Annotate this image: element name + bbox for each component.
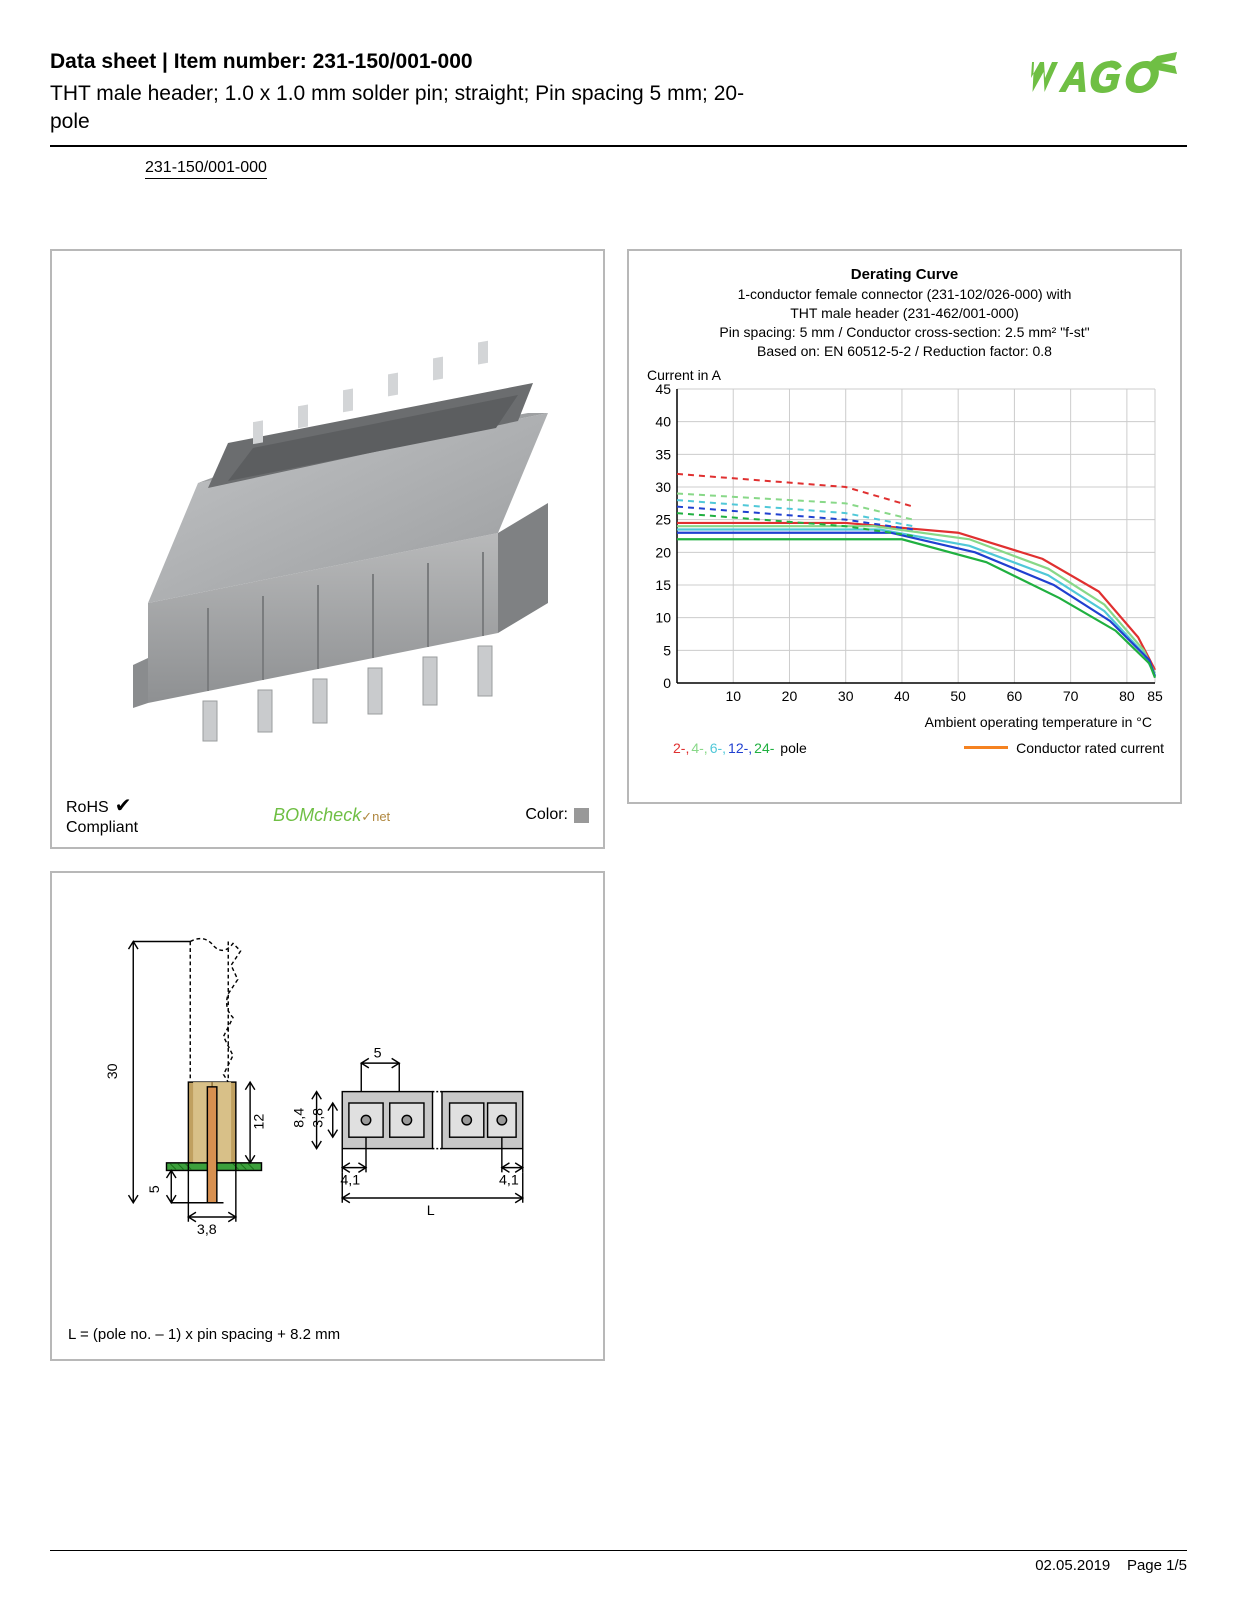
svg-text:85: 85 bbox=[1147, 688, 1163, 704]
part-number-link[interactable]: 231-150/001-000 bbox=[145, 159, 267, 179]
svg-text:5: 5 bbox=[373, 1046, 381, 1062]
svg-text:25: 25 bbox=[655, 511, 671, 527]
bomcheck-label: BOMcheck✓net bbox=[273, 805, 390, 826]
color-swatch bbox=[574, 808, 589, 823]
svg-text:35: 35 bbox=[655, 446, 671, 462]
svg-text:4,1: 4,1 bbox=[499, 1173, 519, 1189]
svg-text:40: 40 bbox=[894, 688, 910, 704]
chart-title-block: Derating Curve 1-conductor female connec… bbox=[639, 265, 1170, 361]
svg-text:50: 50 bbox=[950, 688, 966, 704]
drawing-panel: 30 12 bbox=[50, 871, 605, 1361]
svg-text:40: 40 bbox=[655, 413, 671, 429]
svg-text:8,4: 8,4 bbox=[291, 1108, 307, 1128]
svg-text:3,8: 3,8 bbox=[310, 1108, 326, 1128]
chart-legend: 2-,4-,6-,12-,24- pole Conductor rated cu… bbox=[639, 730, 1170, 756]
subtitle: THT male header; 1.0 x 1.0 mm solder pin… bbox=[50, 80, 770, 137]
chart-panel: Derating Curve 1-conductor female connec… bbox=[627, 249, 1182, 804]
svg-text:20: 20 bbox=[655, 544, 671, 560]
main-panels-row: RoHS ✔ Compliant BOMcheck✓net Color: Dera… bbox=[50, 249, 1187, 849]
page-header: Data sheet | Item number: 231-150/001-00… bbox=[50, 50, 1187, 147]
footer-date: 02.05.2019 bbox=[1035, 1557, 1110, 1574]
chart-plot: 0 5 10 15 20 25 30 35 40 45 10 20 30 40 50 60 70 80 85 bbox=[639, 383, 1170, 718]
svg-text:45: 45 bbox=[655, 383, 671, 397]
svg-text:80: 80 bbox=[1119, 688, 1135, 704]
svg-text:30: 30 bbox=[655, 479, 671, 495]
rohs-label: RoHS bbox=[66, 799, 109, 816]
derating-chart-svg: 0 5 10 15 20 25 30 35 40 45 10 20 30 40 50 60 70 80 85 bbox=[639, 383, 1169, 713]
chart-ylabel: Current in A bbox=[647, 367, 1170, 383]
svg-text:30: 30 bbox=[105, 1064, 121, 1080]
page-footer: 02.05.2019 Page 1/5 bbox=[50, 1550, 1187, 1574]
header-text-block: Data sheet | Item number: 231-150/001-00… bbox=[50, 50, 1017, 137]
color-indicator: Color: bbox=[525, 806, 589, 824]
title-prefix: Data sheet | Item number: bbox=[50, 50, 313, 73]
title-line: Data sheet | Item number: 231-150/001-00… bbox=[50, 50, 1017, 74]
bomcheck-net: ✓net bbox=[361, 809, 390, 824]
conductor-line-icon bbox=[964, 746, 1008, 749]
svg-text:12: 12 bbox=[251, 1114, 267, 1130]
svg-text:0: 0 bbox=[663, 675, 671, 691]
chart-sub1: 1-conductor female connector (231-102/02… bbox=[639, 285, 1170, 304]
compliance-row: RoHS ✔ Compliant BOMcheck✓net Color: bbox=[62, 786, 593, 837]
svg-text:20: 20 bbox=[782, 688, 798, 704]
chart-title: Derating Curve bbox=[639, 265, 1170, 285]
legend-poles: 2-,4-,6-,12-,24- pole bbox=[673, 740, 809, 756]
title-item-number: 231-150/001-000 bbox=[313, 50, 473, 73]
product-image bbox=[62, 261, 593, 786]
svg-text:3,8: 3,8 bbox=[196, 1222, 216, 1238]
svg-text:5: 5 bbox=[663, 642, 671, 658]
svg-text:60: 60 bbox=[1007, 688, 1023, 704]
legend-conductor: Conductor rated current bbox=[964, 740, 1164, 756]
legend-conductor-label: Conductor rated current bbox=[1016, 740, 1164, 756]
svg-text:4,1: 4,1 bbox=[340, 1173, 360, 1189]
rohs-compliant: Compliant bbox=[66, 819, 138, 836]
svg-text:10: 10 bbox=[655, 609, 671, 625]
bomcheck-text: BOMcheck bbox=[273, 805, 361, 825]
color-label: Color: bbox=[525, 806, 568, 824]
svg-text:10: 10 bbox=[725, 688, 741, 704]
chart-sub2: THT male header (231-462/001-000) bbox=[639, 304, 1170, 323]
svg-text:15: 15 bbox=[655, 577, 671, 593]
chart-sub4: Based on: EN 60512-5-2 / Reduction facto… bbox=[639, 342, 1170, 361]
check-icon: ✔ bbox=[115, 795, 132, 817]
svg-text:30: 30 bbox=[838, 688, 854, 704]
svg-text:70: 70 bbox=[1063, 688, 1079, 704]
wago-logo-icon bbox=[1017, 50, 1187, 106]
rohs-block: RoHS ✔ Compliant bbox=[66, 794, 138, 837]
footer-page: Page 1/5 bbox=[1127, 1557, 1187, 1574]
svg-text:5: 5 bbox=[146, 1185, 162, 1193]
svg-text:L: L bbox=[426, 1203, 434, 1219]
product-panel: RoHS ✔ Compliant BOMcheck✓net Color: bbox=[50, 249, 605, 849]
technical-drawing: 30 12 bbox=[66, 887, 589, 1320]
chart-sub3: Pin spacing: 5 mm / Conductor cross-sect… bbox=[639, 323, 1170, 342]
drawing-note: L = (pole no. – 1) x pin spacing + 8.2 m… bbox=[66, 1320, 589, 1345]
